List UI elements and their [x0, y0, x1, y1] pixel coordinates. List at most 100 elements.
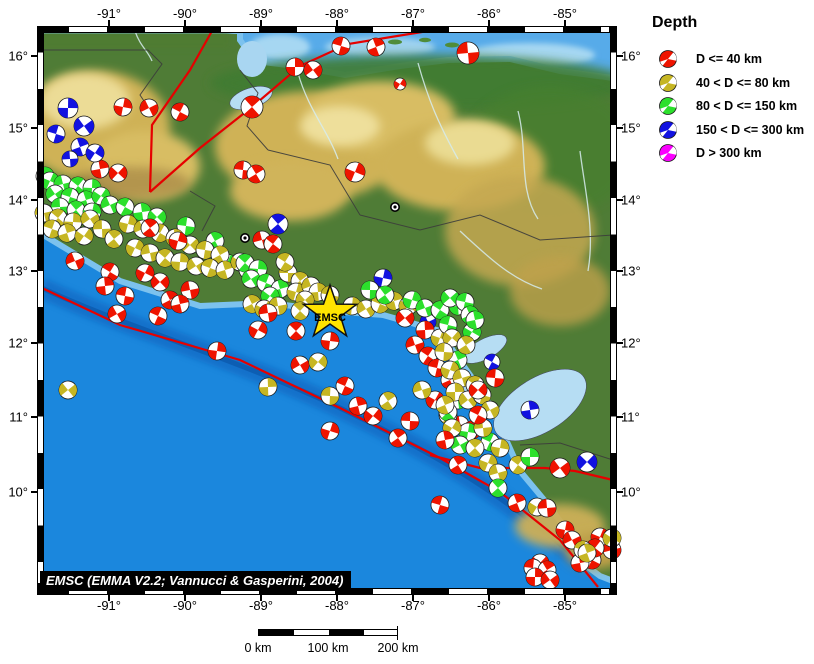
focal-mechanism-r: [246, 164, 266, 184]
focal-mechanism-y: [320, 386, 340, 406]
axis-label-top: -88°: [325, 6, 349, 21]
focal-mechanism-b: [70, 137, 90, 157]
map-frame-right: [610, 26, 617, 595]
legend-beachball-icon: [659, 144, 677, 162]
focal-mechanism-r: [540, 570, 560, 590]
focal-mechanism-r: [100, 262, 120, 282]
beachballs-layer: [34, 36, 622, 590]
scale-bar-label: 0 km: [244, 641, 272, 655]
tick-top: [336, 20, 338, 26]
fault-line: [148, 30, 213, 193]
focal-mechanism-g: [465, 310, 485, 330]
fault-line: [41, 287, 599, 588]
focal-mechanism-y: [170, 252, 190, 272]
legend-entry-label: 150 < D <= 300 km: [696, 122, 805, 137]
map-canvas: EMSC: [34, 29, 622, 590]
rivers: [134, 31, 592, 290]
focal-mechanism-r: [549, 457, 571, 479]
focal-mechanism-g: [488, 478, 508, 498]
focal-mechanism-r: [415, 320, 435, 340]
focal-mechanism-r: [113, 97, 133, 117]
focal-mechanism-b: [520, 400, 540, 420]
focal-mechanism-r: [468, 380, 488, 400]
tick-left: [31, 416, 37, 418]
tick-top: [108, 20, 110, 26]
focal-mechanism-y: [104, 229, 124, 249]
focal-mechanism-r: [180, 280, 200, 300]
fault-line: [149, 29, 429, 193]
legend-beachball-icon: [659, 120, 677, 139]
axis-label-bottom: -87°: [401, 598, 425, 613]
focal-mechanism-b: [85, 143, 105, 163]
tick-right: [617, 270, 623, 272]
tick-right: [617, 127, 623, 129]
bay-island: [388, 39, 402, 45]
focal-mechanism-y: [275, 252, 295, 272]
focal-mechanism-r: [170, 294, 190, 314]
focal-mechanism-r: [135, 263, 155, 283]
focal-mechanism-r: [335, 376, 355, 396]
star-shape: [301, 282, 359, 338]
focal-mechanism-r: [263, 234, 283, 254]
axis-label-left: 10°: [8, 484, 28, 500]
focal-mechanism-r: [430, 495, 450, 515]
focal-mechanism-r: [456, 41, 480, 65]
tick-right: [617, 342, 623, 344]
star-label: EMSC: [314, 312, 346, 324]
focal-mechanism-r: [485, 368, 505, 388]
focal-mechanism-r: [400, 411, 420, 431]
axis-label-right: 11°: [621, 409, 640, 425]
focal-mechanism-r: [435, 430, 455, 450]
focal-mechanism-y: [490, 438, 510, 458]
focal-mechanism-r: [148, 306, 168, 326]
axis-label-left: 12°: [8, 335, 28, 351]
focal-mechanism-r: [366, 37, 386, 57]
focal-mechanism-y: [456, 335, 476, 355]
axis-label-top: -89°: [249, 6, 273, 21]
axis-label-left: 15°: [8, 120, 28, 136]
focal-mechanism-y: [577, 543, 597, 563]
scale-bar: [258, 626, 398, 640]
tick-right: [617, 416, 623, 418]
legend-entry-label: 80 < D <= 150 km: [696, 99, 798, 113]
focal-mechanism-y: [155, 248, 175, 268]
legend-beachball-icon: [659, 73, 677, 92]
focal-mechanism-r: [320, 421, 340, 441]
depth-legend: Depth D <= 40 km 40 < D <= 80 km 80 < D <=…: [650, 14, 814, 162]
tick-bottom: [564, 595, 566, 601]
focal-mechanism-r: [303, 60, 323, 80]
axis-label-top: -90°: [173, 6, 197, 21]
axis-label-bottom: -91°: [97, 598, 121, 613]
focal-mechanism-y: [58, 380, 78, 400]
tick-bottom: [184, 595, 186, 601]
focal-mechanism-r: [150, 272, 170, 292]
tick-top: [260, 20, 262, 26]
legend-entry-y: 40 < D <= 80 km: [650, 72, 790, 94]
axis-label-top: -91°: [97, 6, 121, 21]
map-frame-top: [37, 26, 617, 33]
axis-label-top: -86°: [477, 6, 501, 21]
focal-mechanism-g: [450, 435, 470, 455]
focal-mechanism-r: [507, 493, 527, 513]
focal-mechanism-b: [576, 451, 598, 473]
axis-label-left: 11°: [9, 409, 28, 425]
focal-mechanism-r: [207, 341, 227, 361]
focal-mechanism-r: [286, 321, 306, 341]
focal-mechanism-r: [405, 335, 425, 355]
focal-mechanism-y: [434, 342, 454, 362]
legend-beachball-icon: [659, 97, 677, 115]
focal-mechanism-r: [363, 406, 383, 426]
focal-mechanism-r: [537, 498, 557, 518]
bay-island: [445, 42, 459, 48]
city-marker: [390, 202, 400, 212]
focal-mechanism-b: [73, 115, 95, 137]
legend-entry-g: 80 < D <= 150 km: [650, 95, 797, 117]
focal-mechanism-r: [65, 251, 85, 271]
focal-mechanism-r: [285, 57, 305, 77]
focal-mechanism-b: [57, 97, 79, 119]
tick-left: [31, 127, 37, 129]
focal-mechanism-g: [176, 216, 196, 236]
focal-mechanism-r: [168, 231, 188, 251]
focal-mechanism-r: [290, 355, 310, 375]
scale-bar-label: 200 km: [377, 641, 419, 655]
